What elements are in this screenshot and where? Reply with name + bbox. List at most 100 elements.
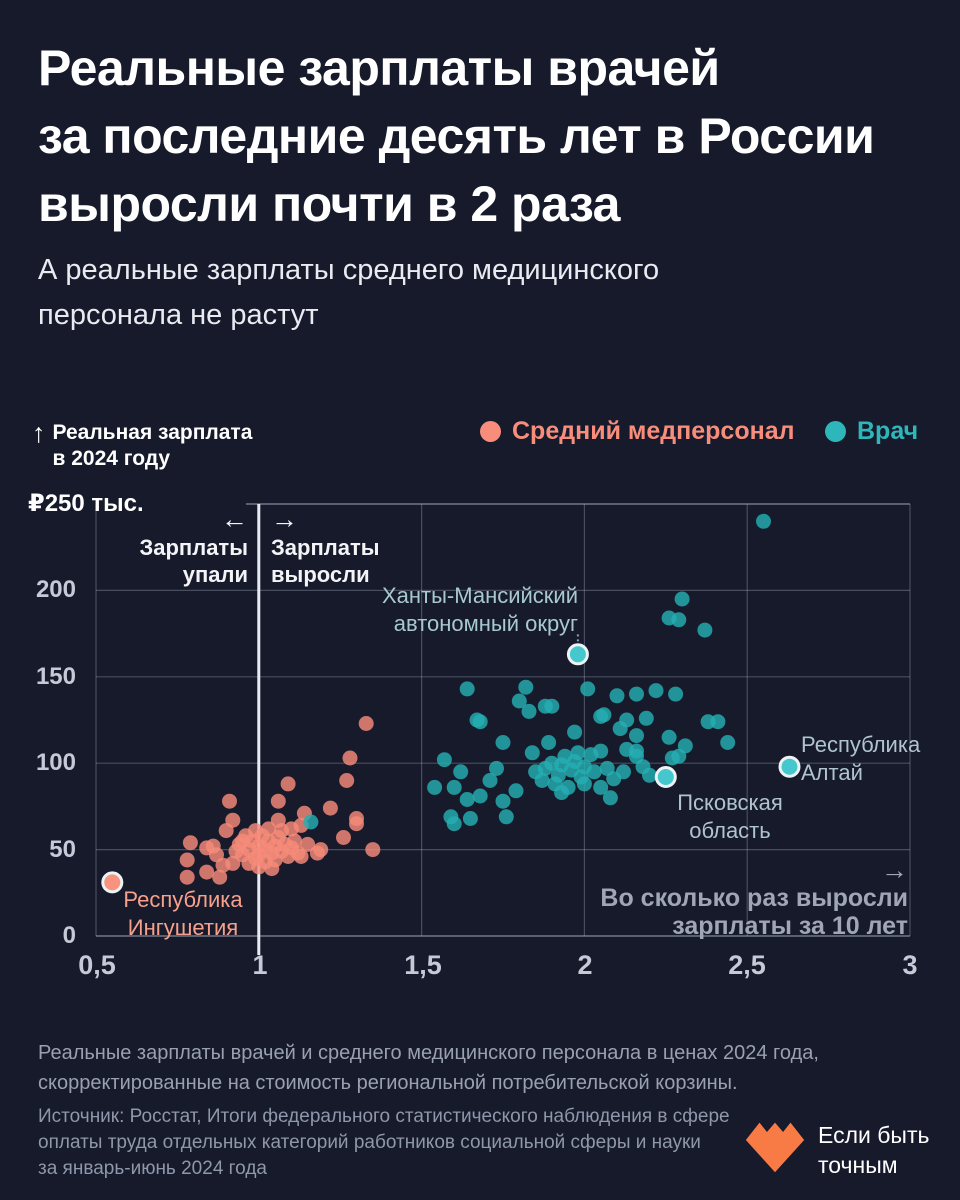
y-axis-annotation-line-1: Реальная зарплата xyxy=(52,421,253,444)
data-point xyxy=(218,823,234,839)
data-point xyxy=(459,792,475,807)
data-point xyxy=(602,790,618,806)
data-point xyxy=(648,683,664,699)
x-tick-2: 2 xyxy=(577,950,593,980)
data-point xyxy=(524,745,540,761)
data-point xyxy=(638,710,654,726)
title-line-1: Реальные зарплаты врачей xyxy=(38,40,720,96)
brand-name-line-1: Если быть xyxy=(818,1122,930,1148)
data-point xyxy=(710,714,726,730)
brand-logo xyxy=(744,1116,806,1174)
highlighted-data-point xyxy=(566,643,589,666)
data-point xyxy=(544,698,560,714)
annotation-khanty-line-1: Ханты-Мансийский xyxy=(381,583,578,608)
data-point xyxy=(586,764,602,780)
brand-name: Если быть точным xyxy=(818,1120,929,1180)
x-axis-annotation-line-2: зарплаты за 10 лет xyxy=(672,912,908,940)
data-point xyxy=(446,779,462,795)
data-point xyxy=(336,830,351,845)
data-point xyxy=(521,703,537,719)
annotation-pskov-line-2: область xyxy=(689,818,771,843)
quadrant-grew-line-2: выросли xyxy=(271,562,370,587)
quadrant-label-grew: → Зарплаты выросли xyxy=(271,505,380,588)
highlighted-data-point xyxy=(101,871,124,894)
data-point xyxy=(580,681,596,697)
data-point xyxy=(339,773,355,788)
subtitle-line-1: А реальные зарплаты среднего медицинског… xyxy=(38,254,660,286)
legend-dot-doctor-icon xyxy=(825,420,846,442)
heart-logo-icon xyxy=(745,1122,805,1173)
x-tick-1_5: 1,5 xyxy=(404,950,442,980)
footnote-line-2: скорректированные на стоимость региональ… xyxy=(38,1072,738,1094)
data-point xyxy=(541,735,557,750)
brand-name-line-2: точным xyxy=(818,1152,898,1178)
data-point xyxy=(459,681,475,697)
highlighted-data-point xyxy=(778,755,801,778)
x-tick-3: 3 xyxy=(902,950,918,980)
annotation-khanty: Ханты-Мансийский автономный округ xyxy=(382,582,578,638)
data-point xyxy=(756,513,771,529)
data-point xyxy=(322,800,338,816)
data-point xyxy=(508,783,524,799)
data-point xyxy=(222,793,237,809)
data-point xyxy=(518,679,534,695)
annotation-pskov-line-1: Псковская xyxy=(677,790,783,815)
data-point xyxy=(482,773,498,788)
arrow-left-icon: ← xyxy=(221,504,248,534)
data-point xyxy=(677,738,693,754)
x-tick-0_5: 0,5 xyxy=(78,950,116,980)
data-point xyxy=(287,833,303,849)
title-line-2: за последние десять лет в России xyxy=(38,108,875,164)
data-point xyxy=(720,735,736,750)
data-point xyxy=(661,729,677,745)
data-point xyxy=(511,693,527,709)
page-subtitle: А реальные зарплаты среднего медицинског… xyxy=(38,248,838,338)
data-point xyxy=(495,793,511,809)
data-point xyxy=(182,835,198,851)
data-point xyxy=(593,779,609,795)
annotation-altai: Республика Алтай xyxy=(801,731,920,787)
data-point xyxy=(365,842,381,858)
y-tick-200: 200 xyxy=(35,576,76,603)
data-point xyxy=(642,767,657,783)
quadrant-fell-line-1: Зарплаты xyxy=(139,535,248,560)
data-point xyxy=(446,816,462,832)
y-axis-annotation: ↑ Реальная зарплата в 2024 году xyxy=(32,420,252,472)
data-point xyxy=(209,847,224,863)
data-point xyxy=(453,764,469,780)
data-point xyxy=(358,716,374,731)
annotation-altai-line-1: Республика xyxy=(801,732,921,757)
data-point xyxy=(593,743,609,759)
data-point xyxy=(427,779,443,795)
data-point xyxy=(537,760,553,776)
annotation-pskov: Псковская область xyxy=(664,789,796,845)
legend-label-medstaff: Средний медперсонал xyxy=(512,416,795,445)
data-point xyxy=(674,591,690,607)
y-axis-top-tick: ₽250 тыс. xyxy=(28,490,144,517)
data-point xyxy=(472,714,488,730)
data-point xyxy=(280,776,296,792)
data-point xyxy=(342,750,358,766)
quadrant-label-fell: ← Зарплаты упали xyxy=(139,505,248,588)
quadrant-grew-line-1: Зарплаты xyxy=(271,535,380,560)
data-point xyxy=(179,869,195,885)
title-line-3: выросли почти в 2 раза xyxy=(38,176,621,232)
data-point xyxy=(619,712,635,728)
data-point xyxy=(668,686,684,702)
annotation-ingushetia-line-2: Ингушетия xyxy=(127,915,239,940)
footnote-line-1: Реальные зарплаты врачей и среднего меди… xyxy=(38,1042,819,1064)
data-point xyxy=(671,612,687,628)
data-point xyxy=(629,686,644,702)
data-point xyxy=(596,707,612,723)
data-point xyxy=(489,760,504,776)
data-point xyxy=(313,842,329,858)
data-point xyxy=(241,855,257,871)
data-point xyxy=(349,811,364,826)
subtitle-line-2: персонала не растут xyxy=(38,299,319,331)
x-axis-annotation-line-1: Во сколько раз выросли xyxy=(600,884,908,912)
data-point xyxy=(664,750,680,766)
data-point xyxy=(472,788,488,804)
y-tick-0: 0 xyxy=(62,922,76,949)
